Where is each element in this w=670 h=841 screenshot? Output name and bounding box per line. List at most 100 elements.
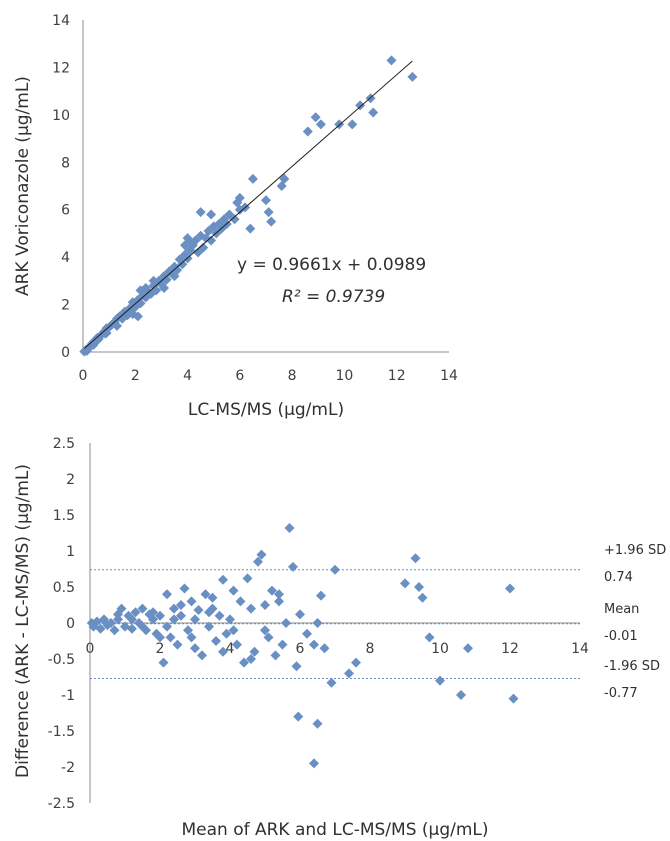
x-tick-label: 6	[235, 368, 244, 384]
data-point	[172, 639, 183, 650]
data-point	[214, 610, 225, 621]
trendline	[83, 60, 413, 349]
data-point	[368, 107, 379, 118]
data-point	[312, 618, 323, 628]
data-point	[293, 711, 304, 722]
x-tick-label: 10	[431, 641, 449, 657]
data-point	[169, 271, 180, 282]
r-squared-label: R² = 0.9739	[282, 287, 385, 307]
lower-sd-label: -1.96 SD	[604, 659, 660, 674]
data-point	[302, 628, 312, 639]
data-point	[407, 71, 418, 82]
data-points	[79, 55, 418, 357]
data-point	[242, 573, 253, 584]
data-point	[234, 192, 245, 203]
data-point	[113, 614, 123, 625]
data-point	[186, 632, 197, 643]
data-point	[111, 313, 122, 324]
x-tick-label: 4	[183, 368, 192, 384]
data-point	[218, 574, 228, 585]
data-point	[179, 240, 190, 251]
data-point	[267, 585, 277, 596]
mean-label: Mean	[604, 602, 639, 617]
y-tick-label: 0.5	[53, 580, 75, 596]
data-point	[463, 643, 473, 654]
data-point	[319, 643, 330, 654]
data-point	[137, 621, 148, 632]
data-point	[155, 632, 165, 643]
data-point	[263, 207, 274, 218]
data-point	[417, 592, 428, 603]
upper-sd-value: 0.74	[604, 570, 633, 585]
mean-value: -0.01	[604, 629, 638, 644]
x-axis-title: LC-MS/MS (μg/mL)	[188, 400, 344, 420]
y-tick-label: -1.5	[48, 724, 75, 740]
data-point	[158, 657, 169, 668]
data-point	[159, 282, 170, 293]
data-point	[225, 614, 235, 625]
data-point	[400, 578, 410, 589]
data-point	[195, 207, 206, 218]
data-point	[347, 119, 358, 130]
data-point	[260, 600, 270, 610]
x-tick-label: 2	[156, 641, 165, 657]
data-point	[211, 636, 221, 646]
data-points	[86, 522, 519, 769]
y-tick-label: 8	[61, 155, 70, 171]
data-point	[355, 100, 366, 111]
data-point	[109, 625, 120, 636]
data-point	[279, 173, 290, 184]
x-tick-label: 8	[288, 368, 297, 384]
data-point	[456, 690, 466, 700]
data-point	[281, 618, 291, 628]
y-tick-label: 10	[52, 108, 70, 124]
data-point	[130, 607, 141, 618]
data-point	[295, 609, 305, 620]
data-point	[232, 639, 242, 650]
data-point	[263, 632, 274, 643]
x-tick-label: 6	[296, 641, 305, 657]
data-point	[148, 607, 158, 618]
x-tick-label: 14	[440, 368, 458, 384]
x-tick-label: 8	[366, 641, 375, 657]
data-point	[204, 607, 214, 618]
x-tick-label: 10	[336, 368, 354, 384]
bland-altman-plot: -2.5 -2 -1.5 -1 -0.5 0 0.5 1 1.5 2 2.5 0 2 4 6 8 10 12 14…	[13, 436, 666, 840]
data-point	[179, 583, 190, 594]
data-point	[288, 561, 298, 572]
data-point	[176, 610, 186, 621]
y-tick-label: 2	[66, 472, 75, 488]
data-point	[198, 242, 209, 253]
data-point	[228, 625, 239, 636]
y-tick-label: -0.5	[48, 652, 75, 668]
y-tick-label: 0	[66, 616, 75, 632]
data-point	[200, 589, 211, 600]
data-point	[410, 553, 421, 564]
y-axis-title: ARK Voriconazole (μg/mL)	[13, 76, 33, 296]
y-tick-label: 0	[61, 345, 70, 361]
data-point	[256, 549, 267, 560]
data-point	[176, 600, 186, 610]
data-point	[190, 614, 200, 625]
y-tick-label: 2.5	[53, 436, 75, 452]
x-tick-labels: 0 2 4 6 8 10 12 14	[86, 641, 589, 657]
data-point	[435, 675, 445, 686]
data-point	[207, 592, 218, 603]
data-point	[229, 214, 240, 225]
data-point	[316, 590, 326, 601]
y-tick-label: -1	[61, 688, 75, 704]
data-point	[309, 758, 319, 769]
data-point	[344, 668, 354, 679]
data-point	[414, 582, 424, 592]
x-tick-label: 12	[501, 641, 519, 657]
data-point	[148, 275, 159, 286]
y-tick-labels: 0 2 4 6 8 10 12 14	[52, 13, 70, 361]
data-point	[246, 603, 256, 614]
data-point	[197, 650, 207, 661]
data-point	[127, 623, 137, 634]
data-point	[148, 614, 158, 625]
y-tick-label: 6	[61, 203, 70, 219]
x-tick-label: 0	[79, 368, 88, 384]
y-tick-labels: -2.5 -2 -1.5 -1 -0.5 0 0.5 1 1.5 2 2.5	[48, 436, 75, 812]
y-axis-title: Difference (ARK - LC-MS/MS) (μg/mL)	[13, 464, 33, 778]
